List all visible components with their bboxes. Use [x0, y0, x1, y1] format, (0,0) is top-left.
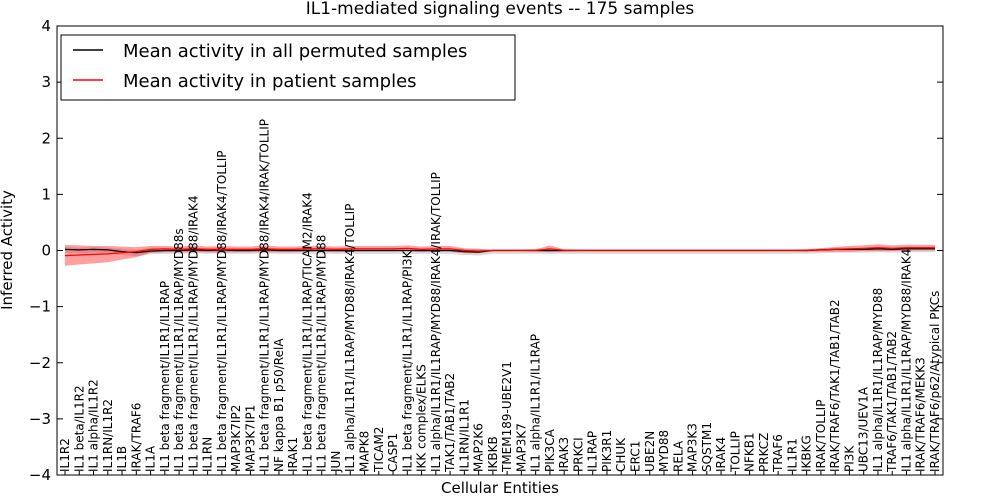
x-category-label: IL1 beta fragment/IL1R1/IL1RAP/MYD88/IRA…	[258, 119, 272, 472]
x-category-label: IL1A	[144, 445, 158, 472]
x-category-label: PIK3CA	[543, 428, 557, 472]
x-category-label: IL1 alpha/IL1R1/IL1RAP	[529, 334, 543, 472]
x-category-label: TRAF6	[771, 434, 785, 473]
x-category-label: UBC13/UEV1A	[857, 386, 871, 472]
x-category-label: IL1RN/IL1R1	[457, 399, 471, 472]
y-tick-label: −2	[29, 354, 51, 372]
x-category-label: NF kappa B1 p50/RelA	[272, 338, 286, 472]
x-category-label: MAP3K7	[514, 423, 528, 472]
y-tick-label: −3	[29, 410, 51, 428]
x-category-label: MYD88	[657, 430, 671, 472]
x-category-label: TAK1/TAB1/TAB2	[443, 373, 457, 473]
x-category-label: IRAK/TRAF6/p62/Atypical PKCs	[928, 291, 942, 472]
y-tick-label: 2	[41, 129, 51, 147]
x-category-label: IL1 beta fragment/IL1R1/IL1RAP/MYD88	[315, 235, 329, 472]
x-category-label: MAP3K7IP2	[229, 405, 243, 472]
x-category-label: IL1 beta fragment/IL1R1/IL1RAP/MYD88s	[172, 228, 186, 472]
x-category-label: TRAF6/TAK1/TAB1/TAB2	[885, 331, 899, 473]
legend-label-permuted: Mean activity in all permuted samples	[123, 41, 467, 62]
x-category-label: IL1RN/IL1R2	[101, 399, 115, 472]
x-category-label: TICAM2	[372, 427, 386, 473]
x-category-label: IL1RN	[201, 437, 215, 472]
x-category-label: PRKCI	[571, 437, 585, 472]
x-category-label: MAP2K6	[472, 423, 486, 472]
x-category-label: IRAK/TRAF6	[129, 403, 143, 472]
x-category-label: RELA	[671, 440, 685, 472]
x-category-label: IKBKB	[486, 436, 500, 472]
x-category-label: UBE2N	[643, 431, 657, 472]
x-category-label: SQSTM1	[700, 422, 714, 472]
patient-mean-line	[64, 247, 935, 257]
y-tick-label: −4	[29, 466, 51, 484]
x-category-label: PIK3R1	[600, 430, 614, 472]
x-category-label: IL1B	[115, 446, 129, 472]
x-category-label: IRAK/TRAF6/MEKK3	[914, 357, 928, 472]
legend: Mean activity in all permuted samples Mea…	[60, 34, 516, 101]
x-category-label: IL1 beta fragment/IL1R1/IL1RAP/MYD88/IRA…	[186, 195, 200, 472]
x-category-label: IL1 beta fragment/IL1R1/IL1RAP/MYD88/IRA…	[215, 151, 229, 472]
x-category-label: IL1 alpha/IL1R1/IL1RAP/MYD88/IRAK4/TOLLI…	[343, 204, 357, 472]
x-category-label: IL1 beta/IL1R2	[72, 385, 86, 472]
x-category-label: IL1 alpha/IL1R1/IL1RAP/MYD88/IRAK4	[900, 249, 914, 472]
x-category-label: IRAK3	[557, 437, 571, 472]
x-category-label: IL1 alpha/IL1R1/IL1RAP/MYD88/IRAK4/IRAK/…	[429, 172, 443, 472]
x-category-label: IRAK/TRAF6/TAK1/TAB1/TAB2	[828, 299, 842, 472]
y-tick-label: 3	[41, 73, 51, 91]
x-category-label: CASP1	[386, 433, 400, 472]
legend-label-patient: Mean activity in patient samples	[123, 71, 417, 92]
x-category-label: IL1 beta fragment/IL1R1/IL1RAP/PI3K	[400, 249, 414, 472]
x-category-label: IRAK4	[714, 437, 728, 472]
x-category-label: IL1RAP	[586, 431, 600, 472]
x-category-label: NFKB1	[743, 432, 757, 472]
y-tick-label: 4	[41, 17, 51, 35]
x-category-label: MAPK8	[358, 431, 372, 472]
x-category-label: IL1 alpha/IL1R1/IL1RAP/MYD88	[871, 288, 885, 472]
x-category-label: MAP3K7IP1	[243, 405, 257, 472]
x-category-label: PI3K	[842, 445, 856, 472]
x-category-label: TMEM189-UBE2V1	[500, 361, 514, 473]
legend-box	[60, 34, 516, 101]
x-category-label: MAP3K3	[686, 423, 700, 472]
chart-title: IL1-mediated signaling events -- 175 sam…	[306, 0, 695, 19]
y-axis-label: Inferred Activity	[0, 190, 16, 310]
x-category-label: IL1 beta fragment/IL1R1/IL1RAP/TICAM2/IR…	[301, 192, 315, 472]
y-tick-label: 1	[41, 185, 51, 203]
x-category-label: TOLLIP	[728, 431, 742, 473]
x-category-label: IRAK1	[286, 437, 300, 472]
x-category-label: IL1 beta fragment/IL1R1/IL1RAP	[158, 281, 172, 472]
x-category-label: IKBKG	[800, 435, 814, 472]
x-category-label: IRAK/TOLLIP	[814, 400, 828, 472]
x-category-label: JUN	[329, 451, 343, 473]
x-axis-label: Cellular Entities	[441, 479, 559, 497]
x-category-label: IKK complex/ELKS	[415, 364, 429, 472]
x-category-label: ERC1	[629, 441, 643, 472]
x-category-label: IL1R1	[785, 438, 799, 472]
x-category-label: IL1 alpha/IL1R2	[87, 379, 101, 472]
y-tick-label: −1	[29, 298, 51, 316]
y-tick-label: 0	[41, 242, 51, 260]
x-category-label: CHUK	[614, 437, 628, 472]
x-category-label: PRKCZ	[757, 433, 771, 472]
x-category-label: IL1R2	[58, 438, 72, 472]
